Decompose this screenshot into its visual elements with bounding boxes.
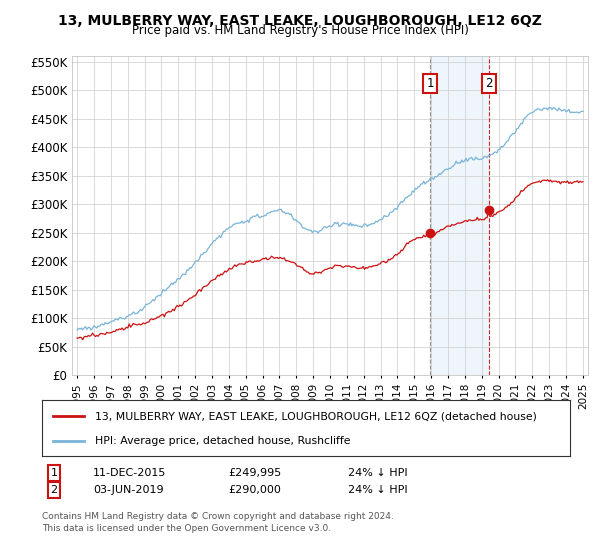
Text: 11-DEC-2015: 11-DEC-2015 [93, 468, 166, 478]
Text: Contains HM Land Registry data © Crown copyright and database right 2024.: Contains HM Land Registry data © Crown c… [42, 512, 394, 521]
Text: 1: 1 [50, 468, 58, 478]
Text: 24% ↓ HPI: 24% ↓ HPI [348, 485, 407, 495]
Text: HPI: Average price, detached house, Rushcliffe: HPI: Average price, detached house, Rush… [95, 436, 350, 446]
Text: 03-JUN-2019: 03-JUN-2019 [93, 485, 164, 495]
Text: 2: 2 [50, 485, 58, 495]
Bar [430, 56, 489, 375]
Text: £290,000: £290,000 [228, 485, 281, 495]
Text: This data is licensed under the Open Government Licence v3.0.: This data is licensed under the Open Gov… [42, 524, 331, 533]
Text: 13, MULBERRY WAY, EAST LEAKE, LOUGHBOROUGH, LE12 6QZ: 13, MULBERRY WAY, EAST LEAKE, LOUGHBOROU… [58, 14, 542, 28]
Text: £249,995: £249,995 [228, 468, 281, 478]
Text: 24% ↓ HPI: 24% ↓ HPI [348, 468, 407, 478]
Text: 2: 2 [485, 77, 493, 90]
Text: Price paid vs. HM Land Registry's House Price Index (HPI): Price paid vs. HM Land Registry's House … [131, 24, 469, 37]
Text: 13, MULBERRY WAY, EAST LEAKE, LOUGHBOROUGH, LE12 6QZ (detached house): 13, MULBERRY WAY, EAST LEAKE, LOUGHBOROU… [95, 411, 536, 421]
Text: 1: 1 [427, 77, 434, 90]
